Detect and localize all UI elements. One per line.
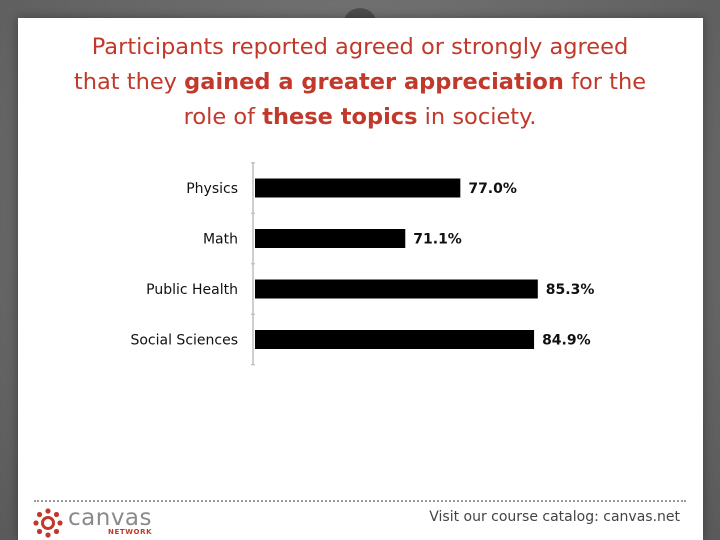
value-label: 84.9% xyxy=(542,333,591,349)
footer-divider xyxy=(34,500,686,502)
slide-title: Participants reported agreed or strongly… xyxy=(0,30,720,135)
bar-social-sciences xyxy=(255,330,535,349)
bar-public-health xyxy=(255,279,538,299)
title-line-3-post: in society. xyxy=(417,104,537,130)
category-label: Social Sciences xyxy=(130,333,238,349)
title-line-1: Participants reported agreed or strongly… xyxy=(91,34,629,60)
title-line-2-pre: that they xyxy=(73,69,185,95)
value-label: 85.3% xyxy=(546,282,595,298)
title-line-3: role of these topics in society. xyxy=(0,100,720,135)
course-catalog-link[interactable]: Visit our course catalog: canvas.net xyxy=(429,509,680,525)
category-label: Math xyxy=(203,232,238,248)
canvas-logo-subtext: NETWORK xyxy=(108,528,153,536)
category-label: Physics xyxy=(186,181,238,197)
bars-group: Physics 77.0% Math 71.1% Public Health 85.3% S… xyxy=(130,162,595,366)
canvas-logo-text: canvas xyxy=(68,505,153,531)
bar-physics xyxy=(255,178,461,198)
bar-math xyxy=(255,229,406,248)
title-line-2-post: for the xyxy=(563,69,647,95)
value-label: 71.1% xyxy=(413,232,462,248)
bar-chart: Physics 77.0% Math 71.1% Public Health 85.3% S… xyxy=(130,162,595,366)
canvas-logo-icon xyxy=(33,508,63,538)
value-label: 77.0% xyxy=(468,181,517,197)
title-line-3-pre: role of xyxy=(183,104,263,130)
category-label: Public Health xyxy=(146,282,238,298)
title-line-2-bold: gained a greater appreciation xyxy=(184,69,564,95)
title-line-2: that they gained a greater appreciation … xyxy=(0,65,720,100)
title-line-3-bold: these topics xyxy=(262,104,418,130)
canvas-logo: canvas NETWORK xyxy=(32,505,162,539)
slide xyxy=(18,18,703,540)
